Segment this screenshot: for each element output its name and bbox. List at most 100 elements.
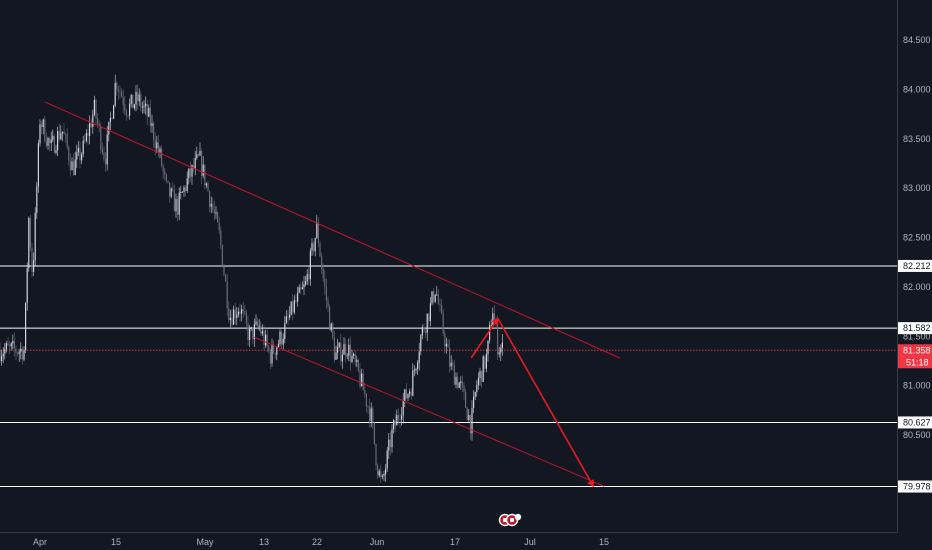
candle-body [21, 348, 23, 360]
candle-body [282, 338, 284, 345]
candle-body [305, 281, 307, 285]
candle-body [300, 287, 302, 290]
candle-body [466, 407, 468, 420]
candle-body [156, 142, 158, 149]
candle-body [239, 311, 241, 314]
candle-body [477, 378, 479, 386]
candle-body [421, 327, 423, 336]
candle-body [61, 131, 63, 134]
candles [0, 74, 503, 483]
candle-body [244, 311, 246, 313]
candle-body [93, 100, 95, 115]
candle-body [431, 291, 433, 304]
candle-body [353, 354, 355, 356]
candle-body [297, 292, 299, 302]
candle-body [337, 346, 339, 353]
candle-body [50, 139, 52, 144]
time-tick-label: 22 [312, 537, 322, 547]
candle-body [212, 203, 214, 210]
candle-body [241, 309, 243, 314]
economic-events-icon[interactable] [498, 513, 522, 527]
candle-body [348, 344, 350, 356]
candle-body [439, 304, 441, 306]
candle-body [263, 331, 265, 346]
candle-body [399, 418, 401, 420]
candle-body [148, 107, 150, 117]
candle-body [415, 368, 417, 371]
candle-body [284, 322, 286, 339]
candle-body [335, 352, 337, 360]
candle-body [137, 92, 139, 102]
candle-body [201, 150, 203, 176]
candle-body [218, 222, 220, 231]
candle-body [332, 323, 334, 338]
candle-body [34, 212, 36, 261]
candle-body [485, 354, 487, 369]
candle-body [36, 186, 38, 213]
candle-body [186, 178, 188, 191]
candle-body [106, 134, 108, 165]
candle-body [82, 140, 84, 155]
candle-body [170, 188, 172, 197]
candle-body [2, 353, 4, 357]
projection-arrow [470, 317, 499, 359]
candle-body [314, 238, 316, 252]
candle-body [265, 334, 267, 346]
projection-arrows[interactable] [470, 317, 595, 488]
candle-body [9, 345, 11, 347]
candle-body [476, 385, 478, 393]
candle-body [325, 286, 327, 301]
candle-body [257, 321, 259, 327]
candle-body [44, 119, 46, 142]
candle-body [10, 343, 12, 347]
channel-lines[interactable] [45, 101, 621, 487]
candle-body [29, 218, 31, 248]
candle-body [1, 356, 3, 361]
candle-body [450, 362, 452, 367]
candle-body [76, 152, 78, 160]
candle-body [401, 415, 403, 420]
candle-body [418, 351, 420, 363]
candle-body [375, 444, 377, 466]
candle-body [311, 243, 313, 251]
price-axis[interactable]: 84.500 84.000 83.500 83.000 82.500 82.000 81.5… [903, 35, 931, 440]
candle-body [108, 121, 110, 135]
candle-body [229, 317, 231, 321]
candle-body [324, 278, 326, 287]
time-tick-label: May [196, 537, 214, 547]
candle-body [253, 324, 255, 340]
candle-body [109, 118, 111, 122]
candle-body [385, 468, 387, 475]
candle-body [220, 230, 222, 245]
candle-body [28, 218, 30, 269]
candle-body [162, 165, 164, 171]
candle-body [501, 342, 503, 348]
current-price-label: 81.358 [903, 345, 931, 355]
candle-body [52, 136, 54, 140]
candle-body [26, 268, 28, 303]
candle-body [87, 132, 89, 137]
candle-body [116, 83, 118, 90]
candle-body [493, 313, 495, 320]
candle-body [473, 396, 475, 409]
candle-body [354, 354, 356, 363]
candle-body [321, 256, 323, 269]
candle-body [340, 342, 342, 362]
candle-body [149, 107, 151, 127]
candle-body [23, 349, 25, 360]
candle-body [289, 314, 291, 318]
candle-body [383, 474, 385, 476]
candle-body [452, 362, 454, 366]
candle-body [66, 134, 68, 148]
candle-body [465, 391, 467, 408]
candle-body [105, 159, 107, 165]
candle-body [111, 118, 113, 119]
candle-body [410, 391, 412, 396]
candle-body [79, 147, 81, 161]
candle-body [469, 415, 471, 434]
time-axis[interactable]: Apr 15 May 13 22 Jun 17 Jul 15 [33, 537, 609, 547]
candle-body [413, 370, 415, 372]
candle-body [423, 327, 425, 331]
